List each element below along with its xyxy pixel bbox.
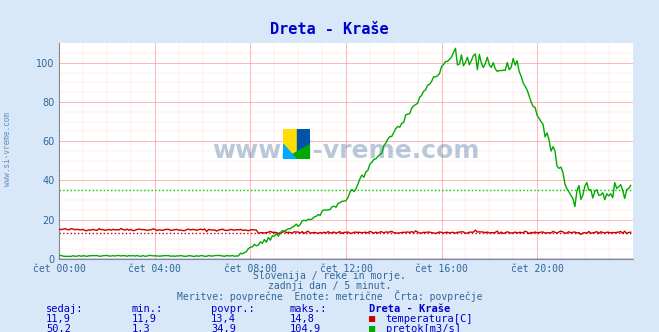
Bar <box>283 129 297 159</box>
Text: maks.:: maks.: <box>290 304 328 314</box>
Text: zadnji dan / 5 minut.: zadnji dan / 5 minut. <box>268 281 391 290</box>
Text: pretok[m3/s]: pretok[m3/s] <box>386 324 461 332</box>
Polygon shape <box>283 144 297 159</box>
Text: Dreta - Kraše: Dreta - Kraše <box>369 304 450 314</box>
Text: www.si-vreme.com: www.si-vreme.com <box>212 139 480 163</box>
Text: 50,2: 50,2 <box>46 324 71 332</box>
Text: min.:: min.: <box>132 304 163 314</box>
Text: ■: ■ <box>369 314 382 324</box>
Text: 104,9: 104,9 <box>290 324 321 332</box>
Text: temperatura[C]: temperatura[C] <box>386 314 473 324</box>
Text: 13,4: 13,4 <box>211 314 236 324</box>
Text: 34,9: 34,9 <box>211 324 236 332</box>
Text: ■: ■ <box>369 324 382 332</box>
Text: 14,8: 14,8 <box>290 314 315 324</box>
Text: 1,3: 1,3 <box>132 324 150 332</box>
Text: www.si-vreme.com: www.si-vreme.com <box>3 113 13 186</box>
Bar <box>297 129 310 159</box>
Text: sedaj:: sedaj: <box>46 304 84 314</box>
Text: povpr.:: povpr.: <box>211 304 254 314</box>
Polygon shape <box>283 144 310 159</box>
Text: Meritve: povprečne  Enote: metrične  Črta: povprečje: Meritve: povprečne Enote: metrične Črta:… <box>177 290 482 302</box>
Text: Dreta - Kraše: Dreta - Kraše <box>270 22 389 37</box>
Text: 11,9: 11,9 <box>46 314 71 324</box>
Text: 11,9: 11,9 <box>132 314 157 324</box>
Text: Slovenija / reke in morje.: Slovenija / reke in morje. <box>253 271 406 281</box>
